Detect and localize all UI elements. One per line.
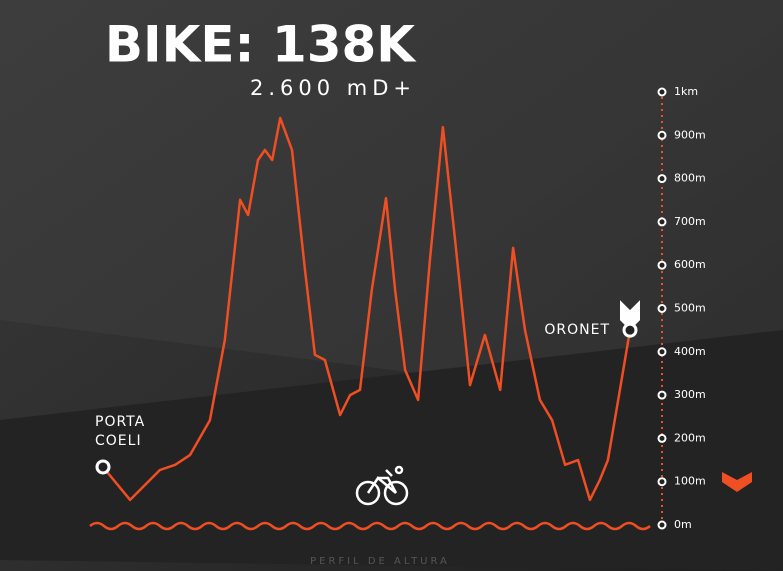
y-tick-label: 200m [674, 431, 706, 444]
tick-mark [657, 433, 667, 443]
chevron-icon [722, 472, 752, 492]
y-tick-label: 1km [674, 85, 698, 98]
elevation-line [102, 116, 632, 502]
start-label: COELI [95, 433, 142, 449]
y-tick-label: 600m [674, 258, 706, 271]
subtitle: 2.600 mD+ [250, 76, 416, 100]
y-tick-label: 100m [674, 475, 706, 488]
y-tick-label: 300m [674, 388, 706, 401]
y-tick-label: 0m [674, 518, 692, 531]
start-label: PORTA [95, 414, 145, 430]
tick-mark [657, 304, 667, 313]
title: BIKE: 138K [105, 16, 417, 74]
tick-mark [657, 520, 667, 530]
tick-mark [657, 347, 667, 357]
ground [0, 330, 783, 571]
tick-mark [657, 217, 667, 227]
y-tick-label: 700m [674, 215, 706, 228]
tick-mark [657, 130, 667, 140]
y-tick-label: 400m [674, 345, 706, 358]
end-flag [620, 300, 640, 331]
bike-icon [355, 465, 409, 506]
tick-mark [657, 174, 667, 184]
end-marker [622, 322, 638, 338]
footer: PERFIL DE ALTURA [310, 556, 450, 567]
tick-mark [657, 477, 667, 487]
y-tick-label: 800m [674, 172, 706, 185]
photo-backdrop [0, 0, 783, 420]
y-tick-label: 500m [674, 302, 706, 315]
wave-baseline [89, 521, 651, 531]
tick-mark [657, 87, 667, 97]
tick-mark [657, 260, 667, 270]
tick-mark [657, 390, 667, 400]
start-marker [95, 459, 111, 475]
y-tick-label: 900m [674, 128, 706, 141]
end-label: ORONET [544, 322, 610, 338]
